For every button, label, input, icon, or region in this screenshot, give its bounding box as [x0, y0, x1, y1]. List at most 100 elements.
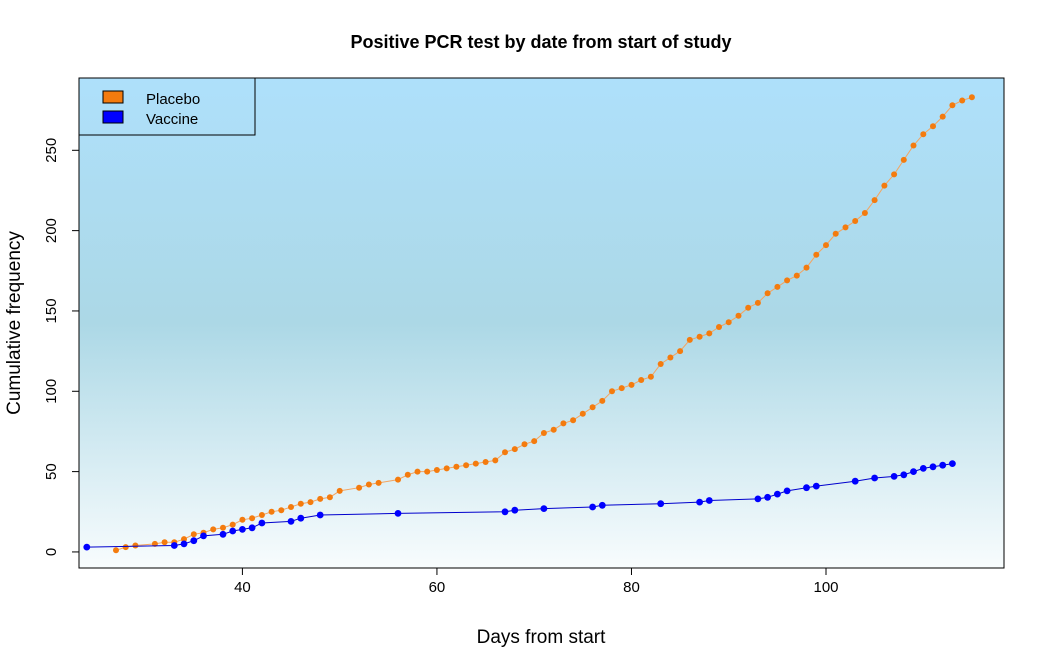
legend: Placebo Vaccine — [78, 77, 256, 136]
data-point-placebo — [930, 123, 936, 130]
data-point-placebo — [832, 230, 839, 237]
data-point-placebo — [336, 487, 343, 494]
data-point-vaccine — [190, 537, 198, 545]
data-point-placebo — [609, 388, 615, 395]
data-point-vaccine — [200, 532, 207, 540]
data-point-placebo — [647, 373, 654, 380]
y-tick-label: 50 — [43, 463, 60, 480]
data-point-vaccine — [394, 510, 402, 517]
legend-swatch-placebo — [102, 90, 124, 104]
data-point-vaccine — [783, 487, 791, 495]
data-point-placebo — [920, 131, 927, 138]
data-point-placebo — [307, 499, 314, 506]
data-point-placebo — [472, 460, 479, 467]
y-tick-label: 200 — [43, 218, 60, 243]
data-point-vaccine — [812, 482, 820, 490]
data-point-placebo — [910, 142, 917, 149]
data-point-vaccine — [219, 530, 227, 538]
data-point-vaccine — [919, 465, 927, 472]
data-point-vaccine — [705, 497, 713, 504]
x-axis: 40 60 80 100 — [234, 568, 839, 596]
data-point-placebo — [560, 420, 567, 427]
data-point-placebo — [823, 242, 829, 249]
y-tick-label: 100 — [43, 379, 60, 404]
data-point-placebo — [570, 417, 577, 424]
data-point-placebo — [113, 547, 119, 554]
data-point-placebo — [579, 410, 586, 417]
data-point-vaccine — [180, 540, 188, 548]
data-point-placebo — [842, 224, 849, 231]
data-point-placebo — [813, 251, 820, 258]
data-point-placebo — [395, 476, 401, 483]
data-point-placebo — [249, 515, 256, 522]
x-tick-label: 100 — [813, 579, 838, 596]
data-point-placebo — [774, 283, 781, 290]
data-point-vaccine — [229, 527, 237, 535]
data-point-placebo — [667, 354, 674, 361]
y-axis: 0 50 100 150 200 250 — [43, 138, 79, 556]
data-point-placebo — [686, 336, 693, 343]
data-point-placebo — [696, 333, 703, 340]
data-point-placebo — [356, 484, 363, 491]
x-axis-label: Days from start — [477, 627, 607, 648]
data-point-vaccine — [83, 543, 91, 551]
data-point-placebo — [939, 113, 946, 120]
data-point-placebo — [181, 536, 187, 543]
data-point-vaccine — [287, 518, 295, 525]
data-point-placebo — [268, 508, 275, 515]
y-axis-label: Cumulative frequency — [4, 231, 25, 415]
data-point-vaccine — [871, 474, 878, 482]
data-point-placebo — [414, 468, 421, 475]
data-point-placebo — [968, 94, 975, 101]
data-point-placebo — [258, 512, 265, 518]
data-point-vaccine — [764, 493, 771, 501]
data-point-placebo — [531, 438, 538, 445]
data-point-placebo — [657, 361, 664, 367]
data-point-placebo — [861, 210, 868, 216]
data-point-placebo — [502, 449, 508, 456]
data-point-vaccine — [511, 506, 519, 514]
data-point-placebo — [784, 277, 791, 284]
x-tick-label: 60 — [429, 579, 446, 596]
data-point-placebo — [725, 319, 732, 326]
data-point-vaccine — [170, 542, 178, 549]
data-point-vaccine — [297, 514, 305, 522]
legend-box — [78, 77, 256, 136]
data-point-placebo — [754, 299, 761, 306]
data-point-placebo — [229, 521, 236, 528]
data-point-vaccine — [754, 495, 762, 503]
data-point-placebo — [122, 544, 129, 551]
data-point-vaccine — [316, 511, 324, 519]
data-point-placebo — [628, 381, 635, 388]
data-point-vaccine — [598, 501, 606, 509]
data-point-placebo — [482, 459, 489, 465]
data-point-placebo — [463, 462, 470, 469]
data-point-placebo — [706, 330, 713, 337]
data-point-placebo — [599, 397, 606, 404]
data-point-vaccine — [589, 503, 596, 511]
data-point-placebo — [220, 524, 226, 531]
data-point-placebo — [288, 504, 294, 510]
data-point-placebo — [949, 102, 956, 109]
data-point-vaccine — [939, 461, 947, 469]
plot-frame — [78, 77, 1005, 569]
data-point-placebo — [190, 531, 197, 538]
data-point-placebo — [404, 471, 411, 478]
data-point-placebo — [735, 312, 742, 319]
data-point-placebo — [716, 324, 722, 330]
data-point-placebo — [550, 426, 557, 433]
data-point-placebo — [793, 272, 800, 279]
data-point-placebo — [317, 495, 324, 502]
data-point-placebo — [803, 264, 810, 271]
data-point-placebo — [745, 304, 752, 311]
y-tick-label: 250 — [43, 138, 60, 163]
data-point-placebo — [161, 539, 168, 546]
data-point-placebo — [891, 171, 898, 178]
data-point-vaccine — [910, 468, 917, 475]
plot-background — [79, 78, 1004, 568]
data-point-placebo — [278, 507, 285, 514]
y-tick-label: 150 — [43, 298, 60, 323]
data-point-vaccine — [248, 524, 256, 532]
data-point-placebo — [433, 467, 440, 473]
